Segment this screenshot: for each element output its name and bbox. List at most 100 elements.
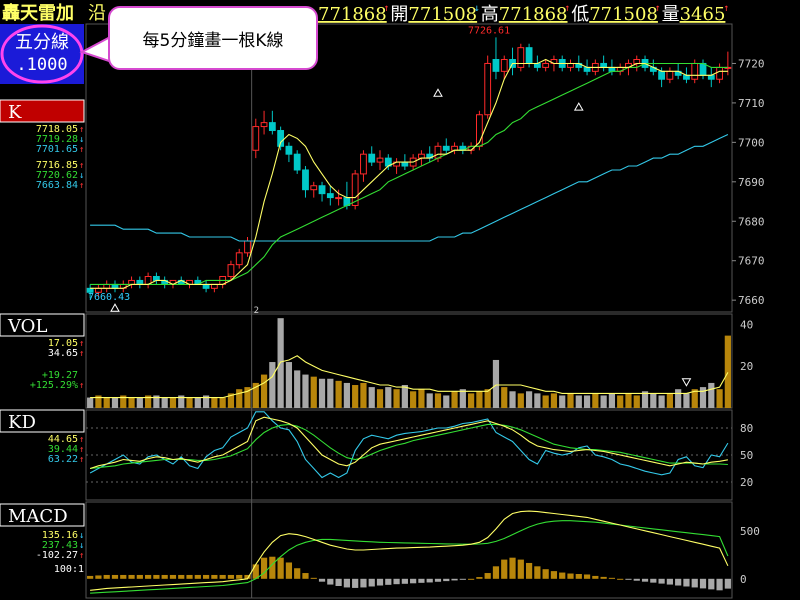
osc-bar [277,557,284,579]
volume-bar [608,393,616,408]
volume-bar [451,391,458,408]
osc-bar [691,578,698,588]
volume-bar [534,393,541,408]
osc-bar [476,577,483,579]
osc-bar [128,574,135,579]
candle-down [293,153,301,171]
vol-tick-40: 40 [740,318,753,331]
volume-bar [87,397,94,408]
header-symbol: 轟天雷加 [2,2,74,24]
osc-bar [244,574,251,579]
candle-up [310,185,318,191]
osc-bar [95,575,102,579]
osc-bar [285,562,293,579]
osc-bar [559,572,566,579]
macd-badge [0,503,85,527]
volume-bar [194,397,201,408]
candle-up [666,70,674,80]
osc-bar [120,574,127,579]
osc-bar [675,578,682,586]
candle-down [600,62,608,68]
volume-bar [302,374,309,408]
osc-bar [318,578,326,582]
osc-bar [509,557,516,579]
header-value-2: 771868 [499,4,568,25]
osc-bar [583,574,591,579]
price-readout-arrow-2: ↑ [79,145,84,155]
osc-bar [186,574,193,579]
vol-readout-3: +125.29% [30,380,78,391]
volume-bar [617,395,624,408]
kd-badge-label: KD [8,412,36,433]
volume-bar [285,362,293,408]
macd-line [90,520,729,594]
osc-bar [393,578,400,585]
candle-up [542,62,550,68]
candle-up [227,264,235,277]
header-label-4: 量 [662,4,680,25]
price-tick-7710: 7710 [738,97,765,110]
panel-frame-vol [85,313,733,409]
volume-bar [269,362,276,408]
volume-bar [136,397,143,408]
candle-up [128,279,135,285]
header-partial: 沿 [88,3,106,24]
macd-tick-0: 0 [740,573,747,586]
osc-bar [352,578,359,588]
price-readout-1: 7719.28 [36,134,78,145]
osc-bar [699,578,707,589]
volume-bar [484,389,491,408]
osc-bar [136,574,143,579]
vol-tick-20: 20 [740,360,753,373]
volume-bar [236,389,243,408]
volume-bar [294,370,301,408]
ma20-line [90,62,728,285]
volume-bar [153,395,160,408]
header-value-4: 3465 [680,4,726,25]
candle-up [691,62,699,80]
volume-bar [683,393,690,408]
volume-bar [641,391,649,408]
candle-up [103,283,111,289]
volume-bar [666,393,673,408]
macd-readout-1: 237.43 [42,540,78,551]
osc-bar [194,574,201,579]
candle-down [277,130,285,147]
osc-bar [368,578,375,587]
osc-bar [451,578,458,581]
volume-bar [393,389,400,408]
price-tick-7660: 7660 [738,294,765,307]
volume-bar [145,395,152,408]
price-tick-7720: 7720 [738,57,765,70]
price-tick-7680: 7680 [738,215,765,228]
price-tick-7690: 7690 [738,176,765,189]
price-readout-arrow-1: ↓ [79,135,84,145]
volume-bar [277,318,284,408]
period-badge-ring [0,24,84,84]
rsv-line [89,411,729,479]
header-arrow-2: ↑ [564,3,570,14]
volume-bar [550,393,558,408]
macd-scale-label: 100:1 [54,564,84,575]
volume-bar [219,397,226,408]
volume-bar [360,382,367,408]
volume-bar [410,391,417,408]
volume-bar [327,378,334,408]
volume-bar [517,393,524,408]
header-label-2: 高 [481,4,499,25]
header-label-3: 低 [571,4,589,25]
macd-readout-arrow-2: ↑ [79,551,84,561]
candle-down [683,74,690,80]
annotation-callout: 每5分鐘畫一根K線 [108,6,318,70]
osc-bar [87,575,94,579]
header-value-3: 771508 [589,4,658,25]
osc-bar [202,574,210,579]
volume-bar [418,389,425,408]
osc-bar [153,574,160,579]
volume-bar [95,395,102,408]
osc-bar [302,573,309,579]
macd-readout-0: 135.16 [42,530,78,541]
candle-up [500,59,508,72]
callout-text: 每5分鐘畫一根K線 [142,30,284,51]
osc-bar [625,578,632,580]
